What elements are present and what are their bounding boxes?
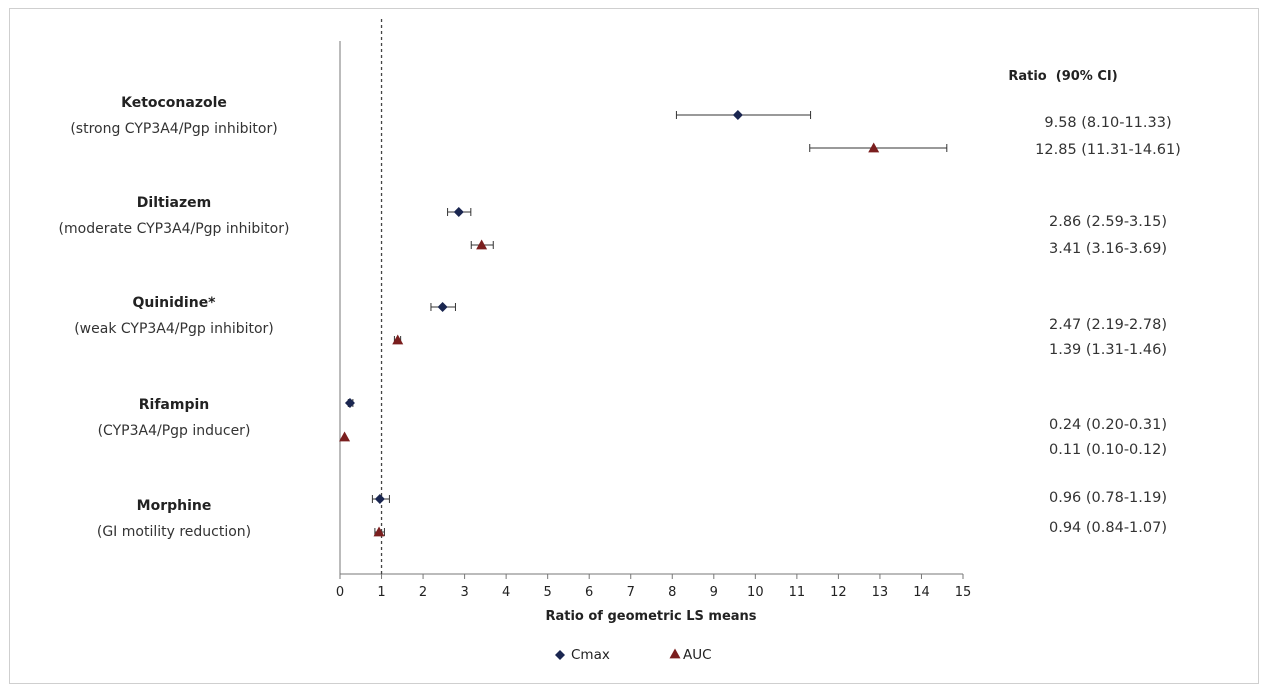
- x-tick-label: 11: [789, 585, 806, 600]
- x-tick-label: 0: [336, 585, 344, 600]
- cmax-point: [374, 494, 385, 504]
- drug-name: Rifampin: [139, 397, 210, 413]
- drug-description: (strong CYP3A4/Pgp inhibitor): [70, 121, 277, 137]
- drug-description: (GI motility reduction): [97, 524, 251, 540]
- x-axis-title: Ratio of geometric LS means: [545, 609, 756, 624]
- data-marks: [339, 110, 948, 537]
- drug-name: Quinidine*: [132, 295, 216, 311]
- auc-point: [373, 526, 385, 537]
- auc-ratio-label: 0.94 (0.84-1.07): [1049, 520, 1167, 536]
- x-tick-label: 8: [668, 585, 676, 600]
- x-tick-label: 12: [830, 585, 847, 600]
- cmax-point: [344, 398, 355, 408]
- cmax-ratio-label: 0.24 (0.20-0.31): [1049, 417, 1167, 433]
- cmax-ratio-label: 9.58 (8.10-11.33): [1044, 115, 1171, 131]
- x-tick-label: 15: [955, 585, 972, 600]
- auc-ratio-label: 0.11 (0.10-0.12): [1049, 442, 1167, 458]
- legend-cmax-marker: [555, 650, 565, 660]
- x-tick-label: 6: [585, 585, 593, 600]
- drug-name: Diltiazem: [137, 195, 211, 211]
- auc-ratio-label: 1.39 (1.31-1.46): [1049, 342, 1167, 358]
- cmax-ratio-label: 0.96 (0.78-1.19): [1049, 490, 1167, 506]
- cmax-point: [453, 207, 464, 217]
- x-tick-label: 14: [913, 585, 930, 600]
- group-labels: Ketoconazole (strong CYP3A4/Pgp inhibitor…: [59, 95, 290, 540]
- legend-cmax-label: Cmax: [571, 647, 610, 663]
- auc-ratio-label: 12.85 (11.31-14.61): [1035, 142, 1181, 158]
- drug-description: (CYP3A4/Pgp inducer): [98, 423, 251, 439]
- x-tick-label: 13: [872, 585, 889, 600]
- cmax-point: [437, 302, 448, 312]
- legend-auc-label: AUC: [683, 647, 712, 663]
- x-tick-label: 7: [627, 585, 635, 600]
- drug-name: Ketoconazole: [121, 95, 227, 111]
- auc-ratio-label: 3.41 (3.16-3.69): [1049, 241, 1167, 257]
- drug-description: (weak CYP3A4/Pgp inhibitor): [74, 321, 274, 337]
- x-tick-label: 3: [460, 585, 468, 600]
- auc-point: [868, 142, 880, 153]
- x-tick-label: 4: [502, 585, 510, 600]
- ratio-column: Ratio (90% CI) 9.58 (8.10-11.33) 12.85 (1…: [1008, 69, 1181, 536]
- cmax-ratio-label: 2.47 (2.19-2.78): [1049, 317, 1167, 333]
- x-tick-label: 1: [377, 585, 385, 600]
- cmax-ratio-label: 2.86 (2.59-3.15): [1049, 214, 1167, 230]
- drug-name: Morphine: [137, 498, 212, 514]
- legend: Cmax AUC: [555, 647, 712, 663]
- x-tick-label: 10: [747, 585, 764, 600]
- auc-point: [476, 239, 488, 250]
- x-tick-label: 9: [710, 585, 718, 600]
- auc-point: [339, 431, 351, 442]
- x-tick-label: 5: [544, 585, 552, 600]
- cmax-point: [732, 110, 743, 120]
- drug-description: (moderate CYP3A4/Pgp inhibitor): [59, 221, 290, 237]
- legend-auc-marker: [669, 648, 681, 659]
- auc-point: [392, 334, 404, 345]
- x-tick-label: 2: [419, 585, 427, 600]
- forest-plot: Ketoconazole (strong CYP3A4/Pgp inhibitor…: [59, 19, 1181, 663]
- ratio-column-header: Ratio (90% CI): [1008, 69, 1117, 84]
- chart-frame: Ketoconazole (strong CYP3A4/Pgp inhibitor…: [9, 8, 1259, 684]
